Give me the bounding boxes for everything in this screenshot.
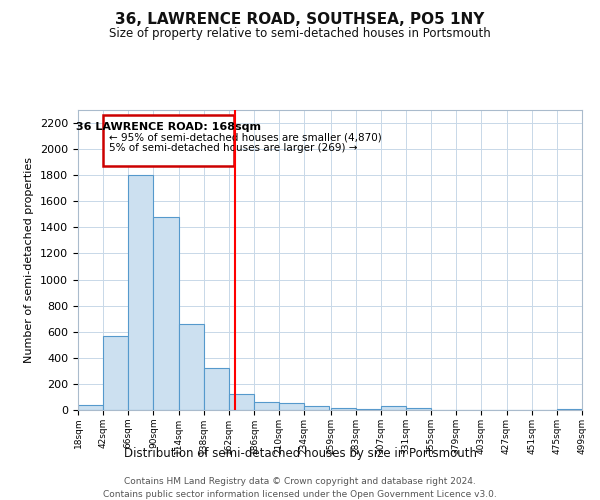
Bar [279,403,304,410]
Bar [304,406,329,410]
Text: 5% of semi-detached houses are larger (269) →: 5% of semi-detached houses are larger (2… [109,142,358,152]
Bar [229,394,254,410]
Text: ← 95% of semi-detached houses are smaller (4,870): ← 95% of semi-detached houses are smalle… [109,132,382,142]
Bar [557,408,582,410]
Bar [406,408,431,410]
Bar [78,405,103,410]
Bar [179,324,204,410]
Bar [331,408,356,410]
Text: 36, LAWRENCE ROAD, SOUTHSEA, PO5 1NY: 36, LAWRENCE ROAD, SOUTHSEA, PO5 1NY [115,12,485,28]
Bar [254,402,279,410]
Bar [103,336,128,410]
Text: 36 LAWRENCE ROAD: 168sqm: 36 LAWRENCE ROAD: 168sqm [76,122,261,132]
Text: Contains HM Land Registry data © Crown copyright and database right 2024.: Contains HM Land Registry data © Crown c… [124,478,476,486]
Text: Contains public sector information licensed under the Open Government Licence v3: Contains public sector information licen… [103,490,497,499]
Bar [128,175,154,410]
Text: Size of property relative to semi-detached houses in Portsmouth: Size of property relative to semi-detach… [109,28,491,40]
Bar [204,368,229,410]
Text: Distribution of semi-detached houses by size in Portsmouth: Distribution of semi-detached houses by … [124,448,476,460]
Bar [154,217,179,410]
Bar [381,406,406,410]
Y-axis label: Number of semi-detached properties: Number of semi-detached properties [25,157,34,363]
FancyBboxPatch shape [103,115,234,166]
